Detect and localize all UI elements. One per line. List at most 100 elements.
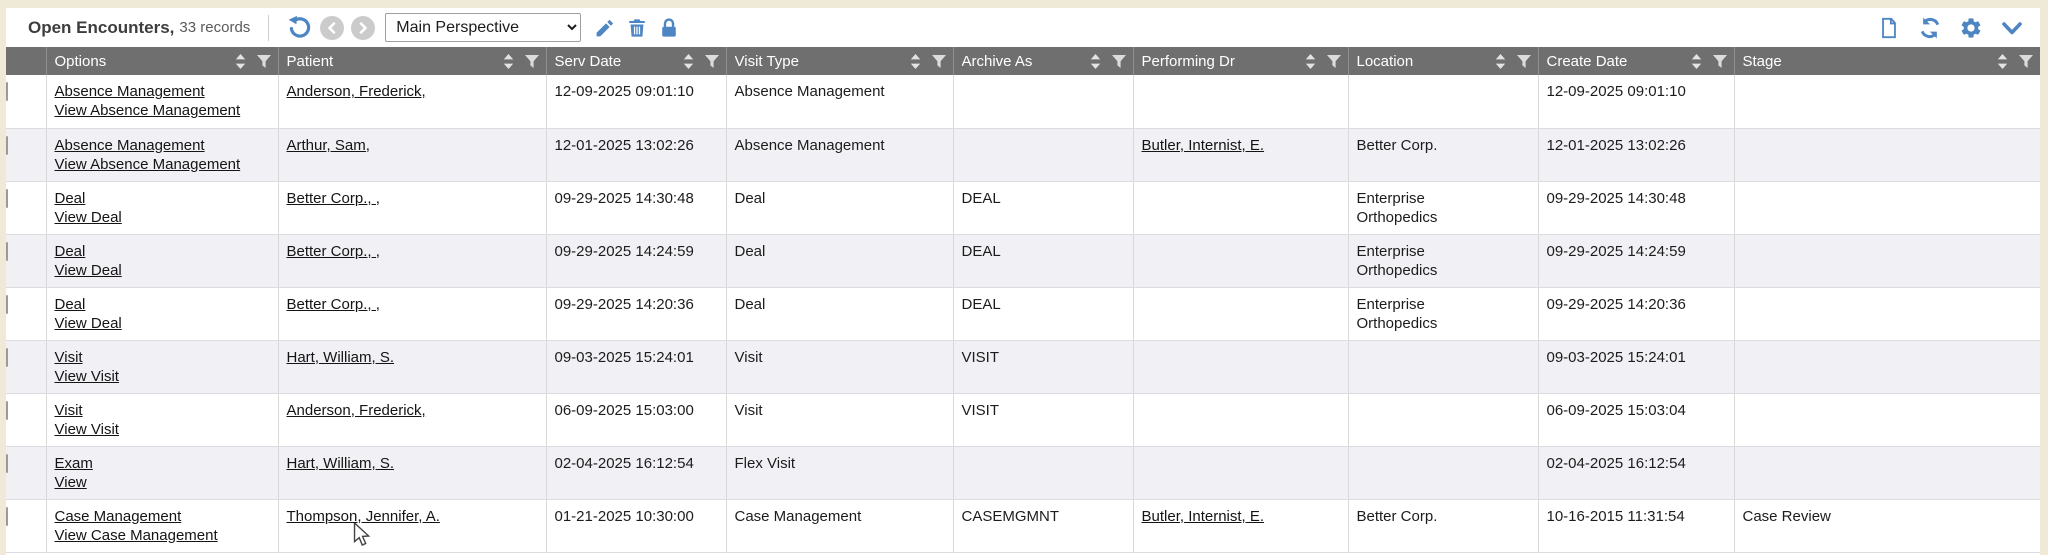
patient-link[interactable]: Better Corp., , [286,242,380,260]
patient-link[interactable]: Thompson, Jennifer, A. [286,507,440,525]
sort-icon[interactable] [1304,53,1317,70]
patient-link[interactable]: Anderson, Frederick, [286,83,426,100]
cell-archive_as: DEAL [953,181,1134,235]
patient-link[interactable]: Hart, William, S. [286,454,395,472]
cell-archive_as: VISIT [953,393,1134,447]
row-checkbox[interactable] [6,82,8,101]
filter-icon[interactable] [1516,54,1532,69]
row-checkbox[interactable] [6,347,8,367]
lock-icon[interactable] [655,14,683,42]
filter-icon[interactable] [931,54,947,69]
cell-performing_dr [1133,340,1349,394]
view-encounter-link[interactable]: View Deal [54,261,122,279]
sort-icon[interactable] [909,53,922,70]
cell-performing_dr [1133,287,1349,341]
new-document-icon[interactable] [1875,14,1903,42]
sort-icon[interactable] [234,53,247,70]
visit_type-value: Deal [734,242,766,260]
cell-serv_date: 09-29-2025 14:24:59 [546,234,727,288]
cell-performing_dr [1133,446,1349,500]
delete-trash-icon[interactable] [623,14,651,42]
encounter-type-link[interactable]: Absence Management [54,83,205,100]
encounter-type-link[interactable]: Absence Management [54,136,205,154]
view-encounter-link[interactable]: View Absence Management [54,155,241,173]
view-encounter-link[interactable]: View Visit [54,367,119,385]
encounter-type-link[interactable]: Visit [54,401,83,419]
row-checkbox[interactable] [6,188,8,208]
patient-link[interactable]: Better Corp., , [286,189,380,207]
sort-icon[interactable] [502,53,515,70]
performing-dr-link[interactable]: Butler, Internist, E. [1141,136,1265,154]
cell-archive_as [953,75,1134,129]
view-encounter-link[interactable]: View Deal [54,314,122,332]
cell-select [6,340,47,394]
row-checkbox[interactable] [6,294,8,314]
cell-performing_dr [1133,234,1349,288]
visit_type-value: Deal [734,189,766,207]
create_date-value: 09-29-2025 14:30:48 [1546,189,1686,207]
patient-link[interactable]: Anderson, Frederick, [286,401,426,419]
sort-icon[interactable] [1996,53,2009,70]
next-perspective-button[interactable] [351,15,376,40]
cell-performing_dr [1133,75,1349,129]
refresh-icon[interactable] [1916,14,1944,42]
cell-options: Absence Management View Absence Managemen… [46,128,279,182]
cell-serv_date: 12-09-2025 09:01:10 [546,75,727,129]
prev-perspective-button[interactable] [320,15,345,40]
encounter-type-link[interactable]: Visit [54,348,83,366]
visit_type-value: Case Management [734,507,862,525]
sort-icon[interactable] [1494,53,1507,70]
row-checkbox[interactable] [6,453,8,473]
column-header-archive_as: Archive As [952,47,1133,75]
cell-serv_date: 02-04-2025 16:12:54 [546,446,727,500]
patient-link[interactable]: Hart, William, S. [286,348,395,366]
row-checkbox[interactable] [6,241,8,261]
table-header: Options Patient Serv Date Visit Type Archive… [6,47,2040,75]
filter-icon[interactable] [524,54,540,69]
encounter-type-link[interactable]: Deal [54,242,86,260]
view-encounter-link[interactable]: View Case Management [54,526,218,544]
cell-visit_type: Deal [726,234,954,288]
cell-create_date: 02-04-2025 16:12:54 [1538,446,1735,500]
serv_date-value: 06-09-2025 15:03:00 [554,401,694,419]
encounter-type-link[interactable]: Case Management [54,507,182,525]
filter-icon[interactable] [256,54,272,69]
filter-icon[interactable] [704,54,720,69]
edit-pencil-icon[interactable] [591,14,619,42]
column-label: Stage [1742,52,1782,70]
filter-icon[interactable] [1326,54,1342,69]
encounter-type-link[interactable]: Deal [54,295,86,313]
cell-stage [1734,128,2040,182]
filter-icon[interactable] [1712,54,1728,69]
column-header-visit_type: Visit Type [725,47,953,75]
cell-visit_type: Absence Management [726,128,954,182]
view-encounter-link[interactable]: View [54,473,87,491]
cell-stage [1734,287,2040,341]
patient-link[interactable]: Better Corp., , [286,295,380,313]
filter-icon[interactable] [2018,54,2034,69]
sort-icon[interactable] [682,53,695,70]
chevron-down-icon[interactable] [1998,14,2026,42]
undo-icon[interactable] [285,14,313,42]
row-checkbox[interactable] [6,506,8,526]
cell-stage [1734,75,2040,129]
column-header-stage: Stage [1733,47,2040,75]
row-checkbox[interactable] [6,400,8,420]
sort-icon[interactable] [1089,53,1102,70]
cell-archive_as: DEAL [953,287,1134,341]
filter-icon[interactable] [1111,54,1127,69]
view-encounter-link[interactable]: View Visit [54,420,119,438]
row-checkbox[interactable] [6,135,8,155]
view-encounter-link[interactable]: View Absence Management [54,102,241,119]
table-row: Case Management View Case Management Thomp… [6,499,2040,553]
performing-dr-link[interactable]: Butler, Internist, E. [1141,507,1265,525]
view-encounter-link[interactable]: View Deal [54,208,122,226]
settings-gear-icon[interactable] [1957,14,1985,42]
perspective-select[interactable]: Main Perspective [385,13,582,42]
encounter-type-link[interactable]: Exam [54,454,93,472]
cell-select [6,181,47,235]
patient-link[interactable]: Arthur, Sam, [286,136,370,154]
encounter-type-link[interactable]: Deal [54,189,86,207]
sort-icon[interactable] [1690,53,1703,70]
table-row: Visit View Visit Hart, William, S. 09-03-20… [6,340,2040,394]
